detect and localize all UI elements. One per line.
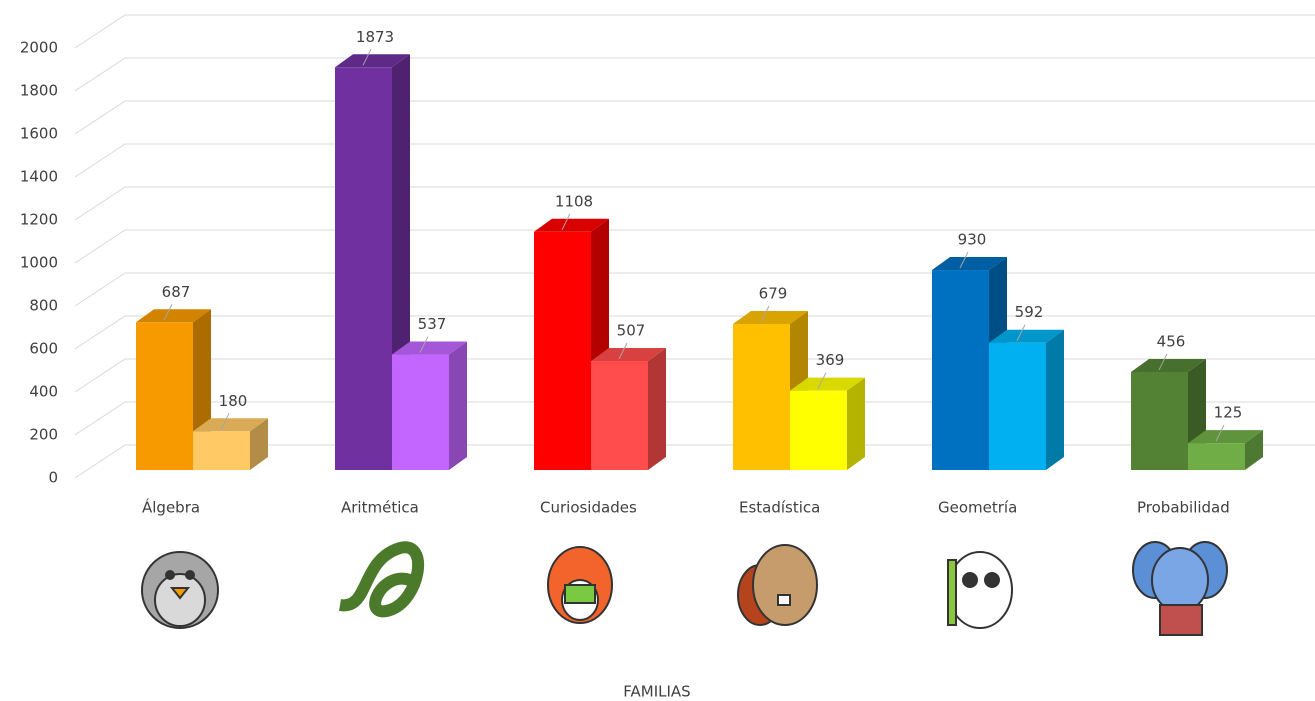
bar	[591, 360, 648, 470]
grid-line	[74, 358, 1315, 393]
x-tick-label: Aritmética	[341, 499, 419, 517]
value-label: 456	[1157, 332, 1186, 350]
bar	[1131, 371, 1188, 470]
label-leader	[362, 49, 372, 66]
label-leader	[163, 304, 173, 321]
bar-top	[136, 309, 211, 323]
grid-line	[74, 444, 1315, 479]
x-tick-label: Curiosidades	[540, 499, 637, 517]
value-label: 1873	[356, 28, 394, 46]
x-tick-label: Probabilidad	[1137, 499, 1230, 517]
grid-line	[74, 57, 1315, 92]
label-leader	[561, 213, 571, 231]
value-label: 180	[219, 392, 248, 410]
value-label: 930	[958, 231, 987, 249]
grid-line	[74, 100, 1315, 135]
bar	[932, 270, 989, 470]
y-tick-label: 1200	[20, 211, 58, 229]
grid-line	[74, 143, 1315, 178]
y-tick-label: 1800	[20, 82, 58, 100]
value-label: 592	[1015, 303, 1044, 321]
beaver-icon	[737, 544, 818, 626]
label-leader	[1016, 324, 1026, 341]
bar-top	[534, 218, 609, 232]
bar	[1188, 443, 1245, 470]
bar-side	[847, 377, 865, 470]
penguin-icon	[141, 551, 219, 629]
y-tick-label: 0	[48, 469, 58, 487]
fox-icon	[547, 546, 613, 624]
bar-top	[193, 418, 268, 432]
value-label: 537	[418, 315, 447, 333]
bar-top	[1131, 358, 1206, 372]
value-label: 507	[617, 321, 646, 339]
grid-line	[74, 14, 1315, 49]
panda-icon	[947, 551, 1013, 629]
grid-line	[74, 315, 1315, 350]
x-tick-label: Álgebra	[142, 498, 200, 517]
bar-top	[790, 377, 865, 391]
label-leader	[1215, 424, 1225, 442]
y-tick-label: 1600	[20, 125, 58, 143]
bar-top	[989, 329, 1064, 343]
y-tick-label: 1000	[20, 254, 58, 272]
label-leader	[618, 342, 628, 360]
label-leader	[419, 336, 429, 353]
value-label: 125	[1214, 404, 1243, 422]
grid-line	[74, 272, 1315, 307]
bar-side	[648, 347, 666, 470]
bar-top	[392, 341, 467, 355]
bar-top	[1188, 430, 1263, 444]
y-tick-label: 600	[29, 340, 58, 358]
x-axis-title: FAMILIAS	[623, 683, 690, 701]
bar	[733, 324, 790, 470]
bar	[136, 322, 193, 470]
value-label: 1108	[555, 192, 593, 210]
bar-top	[733, 311, 808, 325]
bar	[193, 431, 250, 470]
y-tick-label: 400	[29, 383, 58, 401]
label-leader	[220, 413, 230, 430]
bar	[392, 354, 449, 470]
bar	[335, 67, 392, 471]
bar-top	[932, 257, 1007, 271]
label-leader	[760, 305, 770, 323]
bar	[534, 231, 591, 470]
y-tick-label: 1400	[20, 168, 58, 186]
animal-icons	[141, 541, 1228, 636]
snake-icon	[339, 541, 425, 618]
bar-side	[1046, 329, 1064, 470]
value-label: 687	[162, 283, 191, 301]
value-label: 679	[759, 285, 788, 303]
bar-side	[250, 418, 268, 470]
y-tick-label: 200	[29, 426, 58, 444]
bar-side	[1245, 430, 1263, 470]
y-tick-label: 800	[29, 297, 58, 315]
elephant-icon	[1132, 541, 1228, 636]
y-tick-label: 2000	[20, 39, 58, 57]
x-tick-label: Estadística	[739, 499, 820, 517]
x-tick-label: Geometría	[938, 499, 1017, 517]
grid-line	[74, 229, 1315, 264]
label-leader	[817, 372, 827, 389]
grid-line	[74, 186, 1315, 221]
bar	[989, 342, 1046, 470]
bar-top	[335, 54, 410, 68]
value-label: 369	[816, 351, 845, 369]
label-leader	[959, 251, 969, 269]
bar-side	[449, 341, 467, 470]
label-leader	[1158, 353, 1168, 371]
bar	[790, 390, 847, 470]
bar-top	[591, 347, 666, 361]
grid-line	[74, 401, 1315, 436]
